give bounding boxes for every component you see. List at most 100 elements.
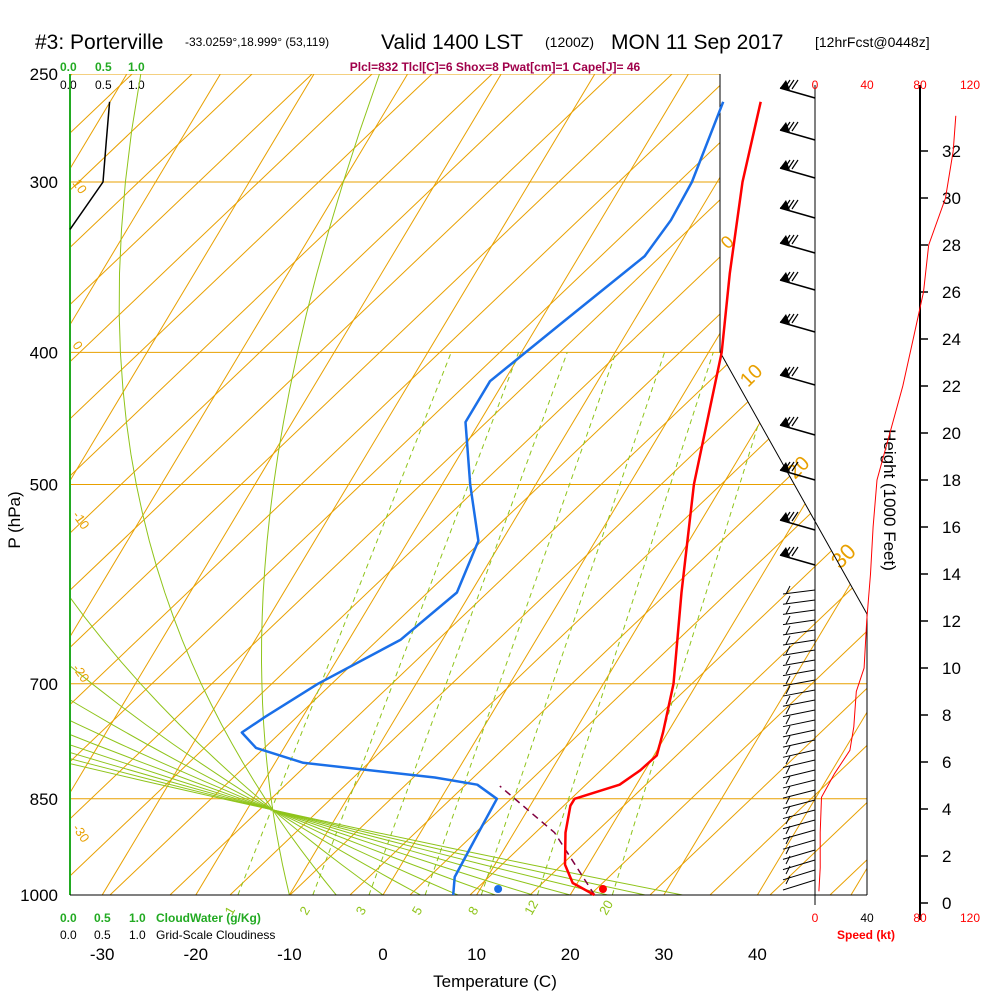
wind-barb-feather <box>785 655 791 665</box>
cl-bot-tick-0: 0.0 <box>60 928 77 942</box>
wind-barb-feather <box>783 159 791 170</box>
wind-barb <box>782 785 816 799</box>
wind-barb-staff <box>782 759 816 769</box>
height-tick-label: 2 <box>942 847 951 866</box>
wind-barb-staff <box>782 779 816 789</box>
wind-barb-flag <box>780 417 790 427</box>
moist-adiabat-line <box>118 74 337 895</box>
height-tick-label: 32 <box>942 142 961 161</box>
mixing-ratio-line <box>368 352 568 895</box>
speed-tick-bottom: 40 <box>860 911 874 925</box>
wind-speed-line <box>818 115 957 892</box>
wind-barb-staff <box>782 609 816 615</box>
wind-barb-feather <box>791 366 799 377</box>
height-tick-label: 4 <box>942 800 951 819</box>
indices-text: Plcl=832 Tlcl[C]=6 Shox=8 Pwat[cm]=1 Cap… <box>350 60 641 74</box>
wind-barb-feather <box>787 313 795 324</box>
wind-barb-feather <box>785 845 791 855</box>
wind-barb-flag <box>780 160 790 170</box>
wind-barb-feather <box>787 546 795 557</box>
wind-barb-staff <box>782 689 816 697</box>
wind-barb-feather <box>791 121 799 132</box>
wind-barb-feather <box>783 271 791 282</box>
wind-barb <box>782 725 816 738</box>
speed-tick-top: 0 <box>812 78 819 92</box>
skew-grid <box>0 74 867 895</box>
x-tick-label: -20 <box>184 945 209 964</box>
wind-barb <box>782 875 816 891</box>
mixing-ratio-label: 2 <box>296 904 313 918</box>
wind-barb <box>782 595 816 605</box>
wind-barb-feather <box>791 271 799 282</box>
wind-barb-feather <box>785 875 791 885</box>
wind-barb <box>782 815 816 830</box>
wind-barb-flag <box>780 512 790 522</box>
dry-adiabat-line <box>0 74 12 895</box>
wind-barb-feather <box>783 546 791 557</box>
height-tick-label: 8 <box>942 706 951 725</box>
isotherm-label: 10 <box>70 176 91 196</box>
isotherm-line <box>756 74 867 895</box>
speed-tick-top: 80 <box>913 78 927 92</box>
y-axis-label: P (hPa) <box>5 491 24 548</box>
wind-barb-feather <box>785 705 791 715</box>
wind-barb-feather <box>787 121 795 132</box>
mixing-ratio-line <box>424 352 617 895</box>
isotherm-label: -30 <box>70 821 93 845</box>
x-tick-label: 30 <box>654 945 673 964</box>
wind-barb-staff <box>782 849 816 860</box>
wind-barb-flag <box>780 314 790 324</box>
isotherm-line <box>195 74 689 895</box>
wind-barb-feather <box>787 79 795 90</box>
wind-barb-feather <box>783 461 791 472</box>
dry-adiabat-line <box>70 74 733 895</box>
mixing-ratio-label: 3 <box>353 904 370 918</box>
wind-barb-flag <box>780 235 790 245</box>
wind-barb-feather <box>785 585 791 595</box>
wind-barb <box>782 635 816 646</box>
cl-top-tick-1: 0.5 <box>95 78 112 92</box>
wind-barb-feather <box>785 865 791 875</box>
surface-dewpoint-dot <box>494 885 503 893</box>
p-tick-label: 850 <box>30 790 58 809</box>
wind-barb-feather <box>785 675 791 685</box>
height-tick-label: 0 <box>942 894 951 913</box>
moist-adiabat-line <box>260 74 380 895</box>
wind-barb-staff <box>782 589 816 595</box>
dry-adiabat-line <box>70 74 493 895</box>
moist-adiabat-line <box>70 74 533 895</box>
wind-barb-feather <box>783 79 791 90</box>
wind-barb-staff <box>782 769 816 779</box>
moist-adiabat-line <box>70 74 384 895</box>
dewpoint-line <box>240 101 725 896</box>
wind-barb-feather <box>791 546 799 557</box>
x-tick-label: 40 <box>748 945 767 964</box>
wind-barb <box>782 735 816 748</box>
wind-barb-staff <box>782 699 816 707</box>
isotherm-line <box>70 74 409 895</box>
wind-barb-feather <box>787 159 795 170</box>
wind-barb <box>779 234 816 254</box>
isotherm-line <box>101 74 596 895</box>
title-coords: -33.0259°,18.999° (53,119) <box>185 35 329 49</box>
isotherm-line <box>476 74 867 895</box>
height-axis-label: Height (1000 Feet) <box>880 429 899 571</box>
cl-bot-tick-1: 0.5 <box>94 928 111 942</box>
upper-right-boundary <box>719 74 868 895</box>
wind-barb <box>782 715 816 728</box>
wind-barb-flag <box>780 547 790 557</box>
wind-barb-feather <box>783 234 791 245</box>
speed-tick-bottom: 80 <box>913 911 927 925</box>
wind-barb-feather <box>787 461 795 472</box>
wind-barb-feather <box>785 695 791 705</box>
x-tick-label: -10 <box>277 945 302 964</box>
wind-barb-feather <box>791 416 799 427</box>
dry-adiabat-line <box>469 74 867 895</box>
cl-top-tick-0: 0.0 <box>60 78 77 92</box>
wind-barb <box>779 79 816 99</box>
wind-barb-feather <box>785 855 791 865</box>
wind-barb-feather <box>783 366 791 377</box>
title-forecast: [12hrFcst@0448z] <box>815 34 930 50</box>
mixing-ratio-label: 8 <box>465 904 482 918</box>
wind-barb <box>782 695 816 707</box>
